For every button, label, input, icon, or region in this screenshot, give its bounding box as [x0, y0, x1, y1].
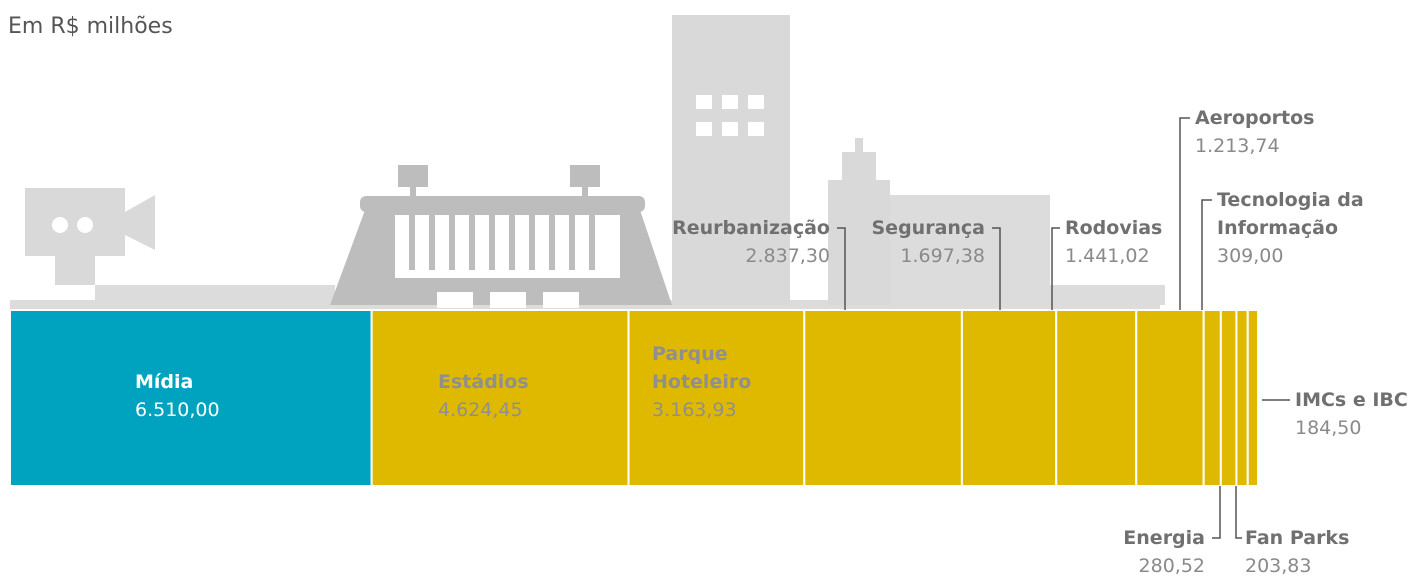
category-name: Reurbanização — [672, 217, 830, 239]
segment-label: Mídia 6.510,00 — [135, 368, 335, 424]
segment-label: Tecnologia da Informação 309,00 — [1217, 186, 1387, 270]
callout-line — [1179, 117, 1190, 310]
segment — [1202, 309, 1222, 487]
segment — [1219, 309, 1238, 487]
category-name: Rodovias — [1065, 217, 1163, 239]
value-label: 309,00 — [1217, 245, 1284, 267]
skyline — [10, 15, 1165, 310]
category-name: Estádios — [438, 371, 529, 393]
segment-label: Fan Parks 203,83 — [1245, 524, 1349, 579]
segment-label: Reurbanização 2.837,30 — [672, 214, 830, 270]
category-name: IMCs e IBC — [1295, 389, 1408, 411]
segment — [960, 309, 1058, 487]
segment-label: Rodovias 1.441,02 — [1065, 214, 1162, 270]
category-name: Parque Hoteleiro — [652, 343, 752, 393]
callout-line — [992, 227, 1001, 310]
category-name: Mídia — [135, 371, 194, 393]
segment-label: Segurança 1.697,38 — [872, 214, 986, 270]
callout-line — [1235, 486, 1242, 539]
segment — [803, 309, 963, 487]
callout-line — [1201, 199, 1212, 310]
segment-label: IMCs e IBC 184,50 — [1295, 386, 1408, 442]
segment — [1055, 309, 1138, 487]
value-label: 6.510,00 — [135, 399, 220, 421]
value-label: 4.624,45 — [438, 399, 523, 421]
segment — [370, 309, 630, 487]
segment — [1135, 309, 1205, 487]
value-label: 1.697,38 — [900, 245, 985, 267]
segment — [1246, 309, 1259, 487]
segment-label: Energia 280,52 — [1123, 524, 1205, 579]
segment-label: Estádios 4.624,45 — [438, 368, 598, 424]
segment-label: Aeroportos 1.213,74 — [1195, 104, 1314, 160]
value-label: 203,83 — [1245, 555, 1312, 577]
value-label: 1.441,02 — [1065, 245, 1150, 267]
category-name: Fan Parks — [1245, 527, 1350, 549]
segment-label: Parque Hoteleiro 3.163,93 — [652, 340, 772, 424]
category-name: Segurança — [871, 217, 986, 239]
callout-line — [1212, 486, 1221, 539]
callout-line — [837, 227, 846, 310]
chart-subtitle: Em R$ milhões — [8, 14, 173, 39]
callout-line — [1051, 227, 1060, 310]
category-name: Tecnologia da Informação — [1217, 189, 1364, 239]
value-label: 2.837,30 — [745, 245, 830, 267]
category-name: Energia — [1123, 527, 1205, 549]
value-label: 280,52 — [1138, 555, 1205, 577]
category-name: Aeroportos — [1195, 107, 1315, 129]
segment — [9, 309, 373, 487]
segment — [627, 309, 806, 487]
segment — [1235, 309, 1249, 487]
value-label: 3.163,93 — [652, 399, 737, 421]
value-label: 184,50 — [1295, 417, 1362, 439]
value-label: 1.213,74 — [1195, 135, 1280, 157]
